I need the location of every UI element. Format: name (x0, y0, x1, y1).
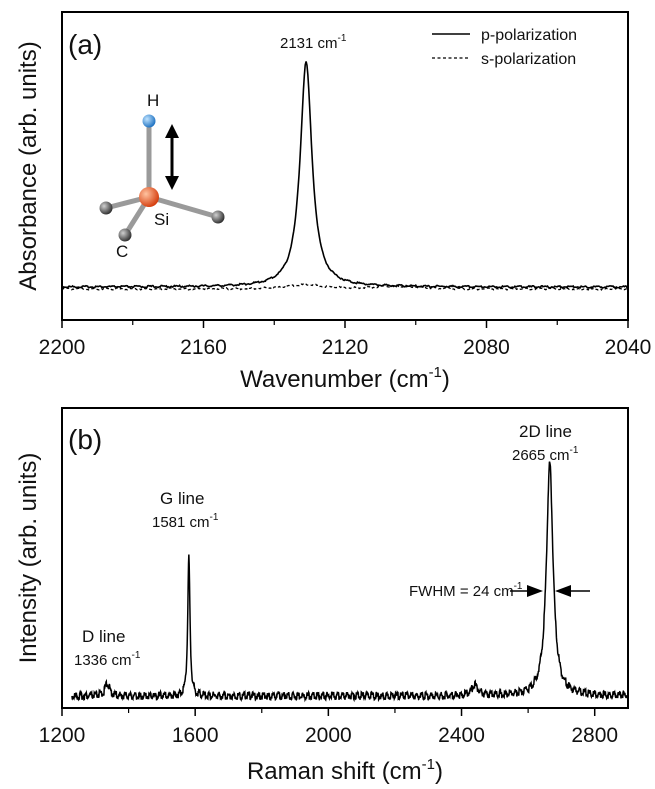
x-tick-label-b: 2000 (305, 724, 352, 747)
arrow-left-icon (555, 585, 571, 597)
legend-label-p: p-polarization (481, 27, 577, 44)
legend-a: p-polarization s-polarization (432, 27, 577, 68)
arrow-up-icon (165, 124, 179, 138)
peak-annotation-a: 2131 cm-1 (280, 33, 347, 52)
x-axis-title-b: Raman shift (cm-1) (247, 756, 443, 785)
carbon-atom-icon (118, 228, 132, 242)
arrow-right-icon (527, 585, 543, 597)
panel-b: 1200 1600 2000 2400 2800 (b) D line 1336 cm-… (15, 407, 629, 785)
ticks-a: 2200 2160 2120 2080 2040 (39, 320, 652, 359)
series-line-raman (71, 461, 629, 703)
series-line-s-polarization (61, 282, 629, 291)
x-tick-label-b: 2400 (438, 724, 485, 747)
molecule-illustration: H Si C (99, 91, 225, 261)
x-tick-label-b: 2800 (571, 724, 618, 747)
ticks-b: 1200 1600 2000 2400 2800 (39, 708, 618, 747)
x-tick-label-a: 2120 (322, 336, 369, 359)
y-axis-title-b: Intensity (arb. units) (15, 453, 42, 664)
peak-label-2d-line: 2D line (519, 422, 572, 441)
peak-label-g-line: G line (160, 489, 204, 508)
x-tick-label-a: 2160 (180, 336, 227, 359)
x-tick-label-a: 2080 (463, 336, 510, 359)
panel-label-a: (a) (68, 29, 102, 60)
panel-a: 2200 2160 2120 2080 2040 (a) p-polarization … (15, 11, 652, 393)
x-axis-title-a: Wavenumber (cm-1) (240, 364, 450, 393)
fwhm-annotation: FWHM = 24 cm-1 (409, 581, 523, 600)
atom-label-si: Si (154, 210, 169, 229)
y-axis-title-a: Absorbance (arb. units) (15, 41, 42, 290)
atom-label-c: C (116, 242, 128, 261)
plot-frame-b (61, 407, 629, 709)
x-tick-label-b: 1200 (39, 724, 86, 747)
legend-label-s: s-polarization (481, 51, 576, 68)
carbon-atom-icon (99, 201, 113, 215)
series-line-p-polarization (61, 61, 629, 290)
x-tick-label-b: 1600 (172, 724, 219, 747)
peak-position-d-line: 1336 cm-1 (74, 650, 141, 669)
peak-label-d-line: D line (82, 627, 125, 646)
peak-position-g-line: 1581 cm-1 (152, 512, 219, 531)
hydrogen-atom-icon (142, 114, 156, 128)
panel-label-b: (b) (68, 424, 102, 455)
silicon-atom-icon (139, 187, 159, 207)
x-tick-label-a: 2040 (605, 336, 652, 359)
atom-label-h: H (147, 91, 159, 110)
carbon-atom-icon (211, 210, 225, 224)
x-tick-label-a: 2200 (39, 336, 86, 359)
peak-position-2d-line: 2665 cm-1 (512, 445, 579, 464)
arrow-down-icon (165, 176, 179, 190)
bond-si-c3 (148, 194, 219, 220)
